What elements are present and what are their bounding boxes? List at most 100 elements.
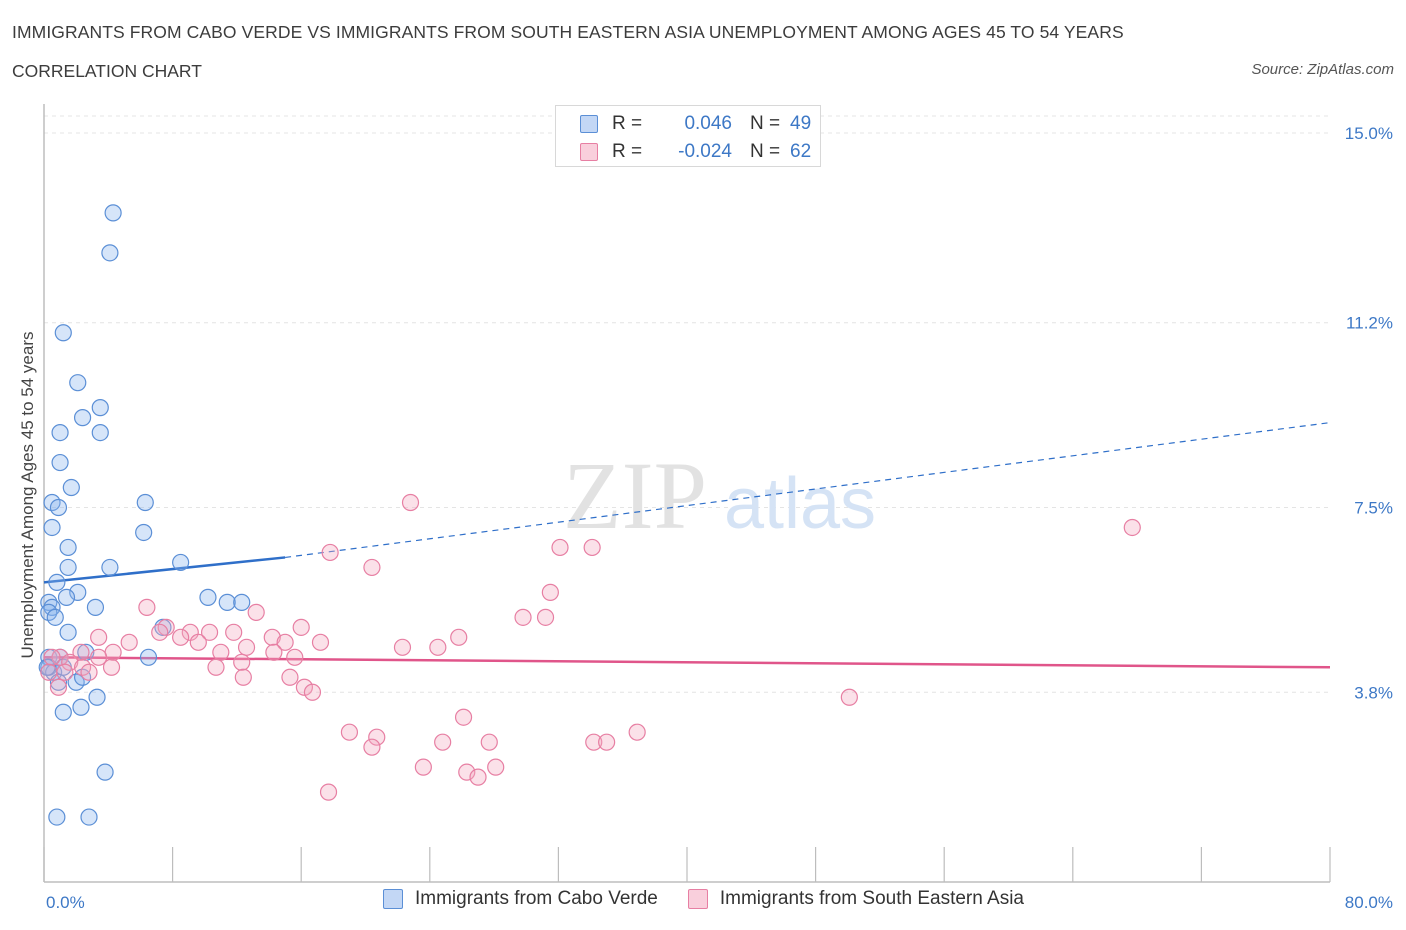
data-point [61,653,79,671]
series-legend: Immigrants from Cabo Verde Immigrants fr… [383,888,1054,910]
data-point [414,758,432,776]
data-point [340,723,359,741]
legend-row-se-asia: R = -0.024 N = 62 [580,139,811,165]
stats-legend: R = 0.046 N = 49 R = -0.024 N = 62 [555,105,821,167]
data-point [73,409,92,427]
data-point [292,618,310,636]
data-point [263,628,281,646]
data-point [303,683,322,701]
data-point [54,324,72,342]
data-point [199,588,217,606]
data-point [598,733,616,751]
data-point [91,424,109,442]
chart-title: IMMIGRANTS FROM CABO VERDE VS IMMIGRANTS… [12,22,1124,42]
data-point [43,518,61,537]
data-point [151,623,169,641]
y-tick-label: 15.0% [1345,124,1393,143]
legend-swatch-se-asia [687,889,708,909]
data-point [469,768,487,786]
data-points [38,204,1141,826]
data-point [69,374,87,392]
y-tick-label: 3.8% [1354,683,1393,702]
data-point [454,708,473,726]
data-point [247,603,265,621]
legend-label-cabo-verde: Immigrants from Cabo Verde [415,888,658,909]
series-se-asia [40,493,1141,801]
legend-n-label: N = [750,113,781,134]
data-point [487,758,505,776]
data-point [233,653,251,671]
data-point [541,583,559,601]
data-point [101,558,119,577]
data-point [80,663,98,681]
source-label: Source: ZipAtlas.com [1251,61,1394,78]
data-point [43,598,61,616]
legend-r-label: R = [612,113,643,134]
legend-swatch-cabo-verde [580,115,598,133]
data-point [276,633,294,651]
data-point [218,593,236,611]
data-point [90,648,108,666]
legend-r-value: 0.046 [684,113,732,134]
trend-line-cabo-verde [43,556,286,584]
y-tick-label: 7.5% [1354,499,1393,518]
data-point [233,593,251,611]
data-point [368,728,386,746]
data-point [57,588,76,606]
legend-item-se-asia[interactable]: Immigrants from South Eastern Asia [687,888,1024,910]
data-point [86,598,105,616]
data-point [585,733,603,751]
data-point [91,399,109,417]
data-point [628,723,646,741]
data-point [46,608,64,626]
data-point [139,648,158,666]
legend-label-se-asia: Immigrants from South Eastern Asia [719,888,1024,909]
data-point [536,608,555,626]
data-point [49,498,68,517]
legend-n-value: 62 [790,141,812,162]
x-tick-label: 80.0% [1345,893,1393,912]
data-point [49,678,68,696]
data-point [1123,518,1141,537]
trend-line-se-asia [43,656,1331,669]
data-point [120,633,138,651]
data-point [138,598,156,616]
data-point [101,244,119,262]
legend-row-cabo-verde: R = 0.046 N = 49 [580,111,811,137]
data-point [40,663,58,681]
axes [43,104,1331,883]
watermark-zip: ZIP [563,442,707,549]
y-axis-label: Unemployment Among Ages 45 to 54 years [18,332,37,659]
data-point [429,638,447,656]
data-point [59,538,77,557]
data-point [102,658,121,676]
data-point [135,523,153,542]
data-point [62,478,80,497]
data-point [434,733,452,751]
data-point [234,668,252,686]
data-point [551,538,569,557]
legend-item-cabo-verde[interactable]: Immigrants from Cabo Verde [383,888,658,910]
data-point [172,553,190,572]
series-cabo-verde [38,204,251,826]
data-point [59,558,77,577]
data-point [225,623,243,641]
data-point [96,763,114,781]
legend-swatch-cabo-verde [383,889,403,909]
data-point [72,643,90,661]
data-point [104,643,122,661]
data-point [237,638,256,656]
data-point [69,583,87,601]
data-point [321,543,339,562]
data-point [59,623,77,641]
data-point [514,608,532,626]
data-point [311,633,330,651]
data-point [458,763,476,781]
legend-n-value: 49 [790,113,812,134]
data-point [583,538,601,557]
data-point [189,633,207,651]
data-point [840,688,858,706]
data-point [72,698,90,716]
chart-subtitle: CORRELATION CHART [12,61,202,81]
data-point [363,738,381,756]
